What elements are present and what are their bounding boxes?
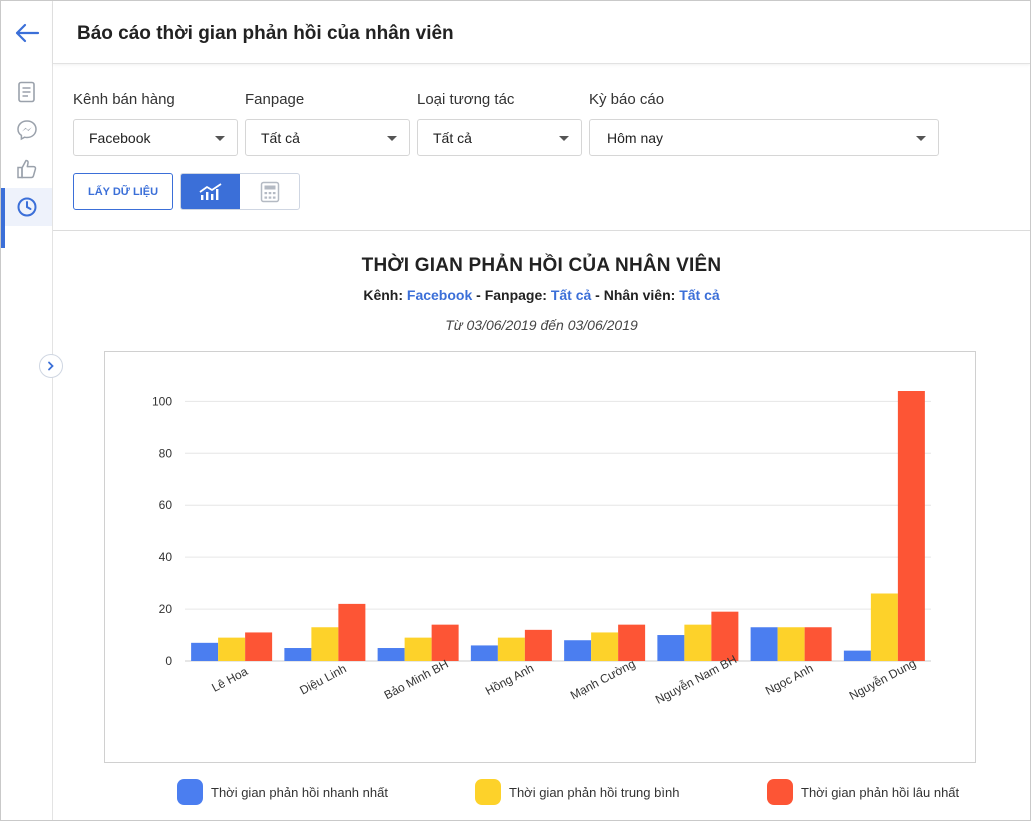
legend-item-avg[interactable]: Thời gian phản hồi trung bình [475, 779, 679, 805]
channel-select[interactable]: Facebook [73, 119, 238, 156]
y-tick-label: 40 [159, 550, 173, 564]
thumbs-up-icon [16, 159, 36, 179]
chart-legend: Thời gian phản hồi nhanh nhất Thời gian … [1, 779, 1030, 807]
x-tick-label: Diệu Linh [297, 661, 348, 697]
back-arrow-icon [15, 23, 39, 43]
bar-chart: 0 20 40 60 80 100 Lê Hoa Diệu Linh Bảo Minh BH Hồ… [152, 391, 931, 707]
legend-label: Thời gian phản hồi nhanh nhất [211, 784, 388, 800]
bar [777, 627, 805, 661]
sidebar-item-interactions[interactable] [1, 150, 52, 188]
y-tick-label: 60 [159, 498, 173, 512]
bar [311, 627, 339, 661]
y-tick-label: 80 [159, 446, 173, 460]
interaction-type-value: Tất cả [433, 130, 472, 146]
bar [245, 632, 273, 661]
page-title: Báo cáo thời gian phản hồi của nhân viên [77, 23, 454, 44]
bar [431, 624, 459, 661]
bar [843, 650, 871, 661]
bar [284, 648, 312, 661]
sidebar-expand-button[interactable] [39, 354, 63, 378]
caret-down-icon [559, 136, 569, 141]
chart-title: THỜI GIAN PHẢN HỒI CỦA NHÂN VIÊN [361, 255, 722, 276]
x-tick-label: Ngọc Anh [763, 661, 816, 698]
fanpage-value: Tất cả [261, 130, 300, 146]
legend-label: Thời gian phản hồi trung bình [509, 784, 680, 800]
bar [470, 645, 498, 661]
bar [684, 624, 712, 661]
y-tick-label: 20 [159, 602, 173, 616]
y-tick-label: 100 [152, 394, 172, 408]
x-tick-label: Lê Hoa [209, 664, 250, 695]
chart-container: 0 20 40 60 80 100 Lê Hoa Diệu Linh Bảo Minh BH Hồ… [104, 351, 976, 763]
legend-swatch [767, 779, 793, 805]
chart-subtitle: Kênh: Facebook - Fanpage: Tất cả - Nhân … [53, 287, 1030, 303]
channel-prefix: Kênh: [363, 287, 403, 303]
sidebar-item-response-time[interactable] [1, 188, 52, 248]
bar [750, 627, 778, 661]
section-divider [53, 230, 1030, 231]
calculator-icon [260, 181, 279, 202]
bar [591, 632, 619, 661]
caret-down-icon [215, 136, 225, 141]
view-toggle [180, 173, 300, 210]
clock-icon [17, 197, 36, 217]
back-button[interactable] [1, 14, 52, 52]
channel-label: Kênh bán hàng [73, 91, 175, 108]
x-tick-label: Mạnh Cường [568, 657, 638, 703]
caret-down-icon [916, 136, 926, 141]
period-select[interactable]: Hôm nay [589, 119, 939, 156]
legend-swatch [475, 779, 501, 805]
bar [657, 635, 685, 661]
x-tick-label: Bảo Minh BH [382, 657, 451, 703]
staff-prefix: - Nhân viên: [595, 287, 676, 303]
chart-icon [198, 182, 221, 200]
fanpage-label: Fanpage [245, 91, 305, 108]
table-view-button[interactable] [240, 174, 299, 209]
bar [711, 611, 739, 661]
x-tick-label: Nguyễn Dung [846, 655, 918, 703]
period-label: Kỳ báo cáo [589, 91, 665, 108]
sidebar-item-orders[interactable] [1, 73, 52, 111]
bar [377, 648, 405, 661]
fanpage-select[interactable]: Tất cả [245, 119, 410, 156]
bar [218, 637, 246, 661]
bar [870, 593, 898, 661]
sidebar-item-messages[interactable] [1, 111, 52, 149]
bar [524, 629, 552, 661]
channel-value: Facebook [89, 130, 151, 146]
bar [897, 391, 925, 661]
bar [338, 603, 366, 661]
bar [404, 637, 432, 661]
date-range: Từ 03/06/2019 đến 03/06/2019 [445, 317, 638, 333]
y-tick-label: 0 [165, 654, 172, 668]
bar [804, 627, 832, 661]
page-header: Báo cáo thời gian phản hồi của nhân viên [53, 1, 1030, 64]
document-icon [17, 81, 35, 103]
interaction-type-label: Loại tương tác [417, 91, 515, 108]
fanpage-prefix: - Fanpage: [476, 287, 547, 303]
bar [191, 642, 219, 661]
bar [564, 640, 592, 661]
fanpage-filter-value: Tất cả [550, 287, 592, 303]
messenger-icon [16, 120, 37, 141]
x-tick-label: Hồng Anh [483, 661, 536, 698]
legend-item-fast[interactable]: Thời gian phản hồi nhanh nhất [177, 779, 388, 805]
bar [497, 637, 525, 661]
sidebar [1, 1, 53, 820]
staff-filter-value: Tất cả [679, 287, 720, 303]
chart-view-button[interactable] [181, 174, 240, 209]
fetch-data-button[interactable]: LẤY DỮ LIỆU [73, 173, 173, 210]
legend-item-slow[interactable]: Thời gian phản hồi lâu nhất [767, 779, 959, 805]
chevron-right-icon [48, 361, 54, 371]
period-value: Hôm nay [607, 130, 664, 146]
channel-filter-value: Facebook [406, 287, 473, 303]
legend-swatch [177, 779, 203, 805]
bar [618, 624, 646, 661]
legend-label: Thời gian phản hồi lâu nhất [801, 784, 960, 800]
caret-down-icon [387, 136, 397, 141]
interaction-type-select[interactable]: Tất cả [417, 119, 582, 156]
